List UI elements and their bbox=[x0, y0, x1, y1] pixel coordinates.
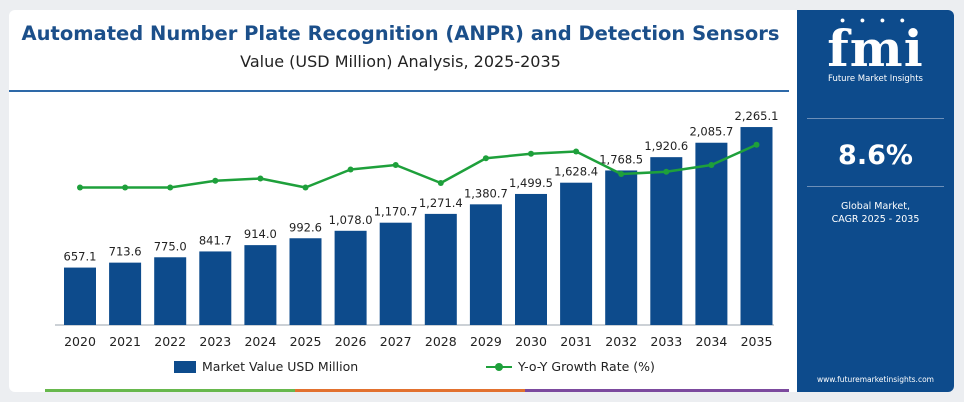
chart-card: Automated Number Plate Recognition (ANPR… bbox=[9, 10, 954, 392]
bar-2024 bbox=[244, 245, 277, 325]
bar-2027 bbox=[379, 222, 412, 325]
cagr-label: Global Market, CAGR 2025 - 2035 bbox=[797, 200, 954, 226]
bar-2032 bbox=[605, 170, 638, 325]
x-tick-label-2028: 2028 bbox=[425, 334, 457, 349]
footer-strip-purple bbox=[525, 389, 789, 392]
bar-value-label-2023: 841.7 bbox=[199, 233, 232, 247]
legend-item-growth-rate: Y-o-Y Growth Rate (%) bbox=[486, 359, 655, 374]
x-tick-label-2035: 2035 bbox=[741, 334, 773, 349]
legend-item-market-value: Market Value USD Million bbox=[174, 359, 358, 374]
legend-bar-swatch bbox=[174, 360, 196, 373]
logo-subtitle: Future Market Insights bbox=[828, 74, 923, 84]
growth-point-2030 bbox=[528, 150, 534, 157]
growth-point-2029 bbox=[482, 155, 489, 162]
bar-value-label-2027: 1,170.7 bbox=[374, 205, 418, 219]
bar-2033 bbox=[650, 157, 683, 325]
bar-value-labels: 657.1 713.6 775.0 841.7 914.0 992.6 1,078.01,1… bbox=[64, 109, 779, 264]
legend-line-swatch bbox=[486, 361, 512, 373]
bar-value-label-2029: 1,380.7 bbox=[464, 186, 508, 200]
cagr-label-line1: Global Market, bbox=[840, 201, 910, 212]
bar-2035 bbox=[740, 127, 773, 325]
logo-dots-icon: ● ● ● ● bbox=[839, 15, 912, 25]
sidebar-divider-bottom bbox=[807, 186, 944, 187]
x-tick-label-2024: 2024 bbox=[244, 334, 276, 349]
fmi-logo: fmi bbox=[827, 19, 924, 78]
x-tick-label-2029: 2029 bbox=[470, 334, 502, 349]
legend-bar-label: Market Value USD Million bbox=[202, 359, 359, 374]
legend-line-label: Y-o-Y Growth Rate (%) bbox=[518, 359, 655, 374]
growth-point-2024 bbox=[257, 175, 264, 182]
bar-2034 bbox=[695, 142, 728, 325]
bar-value-label-2026: 1,078.0 bbox=[329, 213, 373, 227]
bar-value-label-2028: 1,271.4 bbox=[419, 196, 463, 210]
x-tick-label-2032: 2032 bbox=[605, 334, 637, 349]
chart-subtitle: Value (USD Million) Analysis, 2025-2035 bbox=[240, 52, 561, 71]
sidebar-divider-top bbox=[807, 118, 944, 119]
cagr-value: 8.6% bbox=[838, 140, 913, 171]
cagr-label-line2: CAGR 2025 - 2035 bbox=[831, 214, 920, 225]
bar-value-label-2033: 1,920.6 bbox=[644, 139, 688, 153]
bar-2029 bbox=[469, 204, 502, 325]
x-tick-label-2020: 2020 bbox=[64, 334, 96, 349]
bar-value-label-2025: 992.6 bbox=[289, 220, 322, 234]
x-axis-tick-labels: 2020 2021 2022 2023 2024 2025 2026 2027 2028 2029… bbox=[64, 334, 772, 349]
x-tick-label-2030: 2030 bbox=[515, 334, 547, 349]
growth-point-2034 bbox=[708, 162, 715, 168]
bar-2022 bbox=[154, 257, 187, 325]
title-divider bbox=[9, 90, 789, 92]
x-tick-label-2034: 2034 bbox=[695, 334, 727, 349]
bar-value-label-2035: 2,265.1 bbox=[735, 109, 779, 123]
x-tick-label-2027: 2027 bbox=[380, 334, 412, 349]
bar-2023 bbox=[199, 251, 232, 325]
sidebar-panel: ● ● ● ● fmi Future Market Insights 8.6% … bbox=[797, 10, 954, 392]
x-tick-label-2033: 2033 bbox=[650, 334, 682, 349]
x-tick-label-2026: 2026 bbox=[335, 334, 367, 349]
footer-strip-orange bbox=[295, 389, 525, 392]
bar-value-label-2034: 2,085.7 bbox=[689, 125, 733, 139]
growth-point-2031 bbox=[573, 148, 580, 155]
chart-title: Automated Number Plate Recognition (ANPR… bbox=[21, 22, 780, 45]
x-tick-label-2025: 2025 bbox=[290, 334, 322, 349]
x-tick-label-2022: 2022 bbox=[154, 334, 186, 349]
bar-value-label-2031: 1,628.4 bbox=[554, 165, 598, 179]
bar-value-label-2030: 1,499.5 bbox=[509, 176, 553, 190]
bar-value-label-2024: 914.0 bbox=[244, 227, 277, 241]
bar-2025 bbox=[289, 238, 322, 325]
growth-point-2025 bbox=[302, 184, 309, 191]
growth-point-2032 bbox=[618, 171, 625, 177]
footer-strip-green bbox=[45, 389, 295, 392]
bar-2021 bbox=[109, 262, 142, 325]
growth-point-2022 bbox=[167, 184, 174, 191]
growth-point-2023 bbox=[212, 177, 219, 184]
bar-value-label-2032: 1,768.5 bbox=[599, 152, 643, 166]
bar-value-label-2022: 775.0 bbox=[154, 239, 187, 253]
growth-point-2026 bbox=[347, 166, 354, 173]
growth-point-2028 bbox=[437, 180, 444, 186]
growth-point-2033 bbox=[663, 168, 670, 175]
bar-2020 bbox=[64, 267, 96, 325]
bar-2031 bbox=[560, 182, 593, 325]
x-tick-label-2031: 2031 bbox=[560, 334, 592, 349]
x-tick-label-2023: 2023 bbox=[199, 334, 231, 349]
bar-value-label-2021: 713.6 bbox=[109, 245, 142, 259]
growth-point-2020 bbox=[77, 184, 83, 191]
growth-line bbox=[80, 143, 758, 189]
bar-2028 bbox=[424, 213, 457, 325]
bar-series bbox=[64, 127, 773, 325]
bar-value-label-2020: 657.1 bbox=[64, 250, 97, 264]
website-link[interactable]: www.futuremarketinsights.com bbox=[817, 375, 934, 384]
growth-point-2035 bbox=[753, 141, 760, 148]
growth-line-series bbox=[77, 141, 760, 191]
plot-area: 657.1 713.6 775.0 841.7 914.0 992.6 1,078.01,1… bbox=[55, 109, 779, 349]
x-tick-label-2021: 2021 bbox=[109, 334, 141, 349]
growth-point-2027 bbox=[392, 162, 399, 168]
bar-2030 bbox=[515, 193, 547, 325]
bar-2026 bbox=[334, 230, 367, 325]
growth-point-2021 bbox=[122, 184, 129, 191]
